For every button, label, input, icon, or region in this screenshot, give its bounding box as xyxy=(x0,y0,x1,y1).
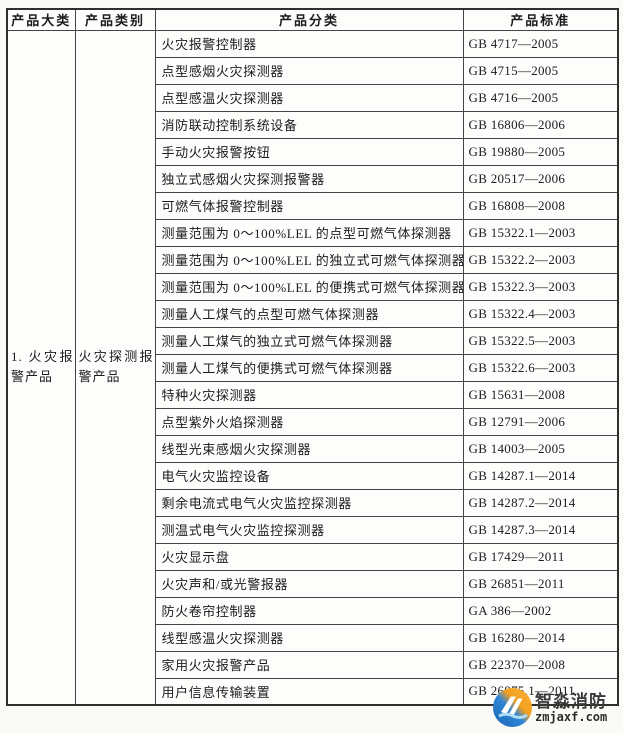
standard-cell: GB 17429—2011 xyxy=(462,542,619,571)
classification-cell: 防火卷帘控制器 xyxy=(154,596,464,625)
column-header: 产品大类 xyxy=(6,8,76,31)
classification-cell: 特种火灾探测器 xyxy=(154,380,464,409)
watermark-name: 智淼消防 xyxy=(535,691,607,711)
table-row: 火灾声和/或光警报器 GB 26851—2011 xyxy=(7,569,619,598)
table-row: 可燃气体报警控制器 GB 16808—2008 xyxy=(7,191,619,220)
classification-cell: 测量范围为 0～100%LEL 的独立式可燃气体探测器 xyxy=(154,245,464,274)
subcategory-cell: 火灾探测报警产品 xyxy=(74,29,156,706)
classification-cell: 线型感温火灾探测器 xyxy=(154,623,464,652)
classification-cell: 点型感烟火灾探测器 xyxy=(154,56,464,85)
table-row: 家用火灾报警产品 GB 22370—2008 xyxy=(7,650,619,679)
watermark: 智淼消防 zmjaxf.com xyxy=(492,687,607,728)
table-row: 消防联动控制系统设备 GB 16806—2006 xyxy=(7,110,619,139)
classification-cell: 可燃气体报警控制器 xyxy=(154,191,464,220)
classification-cell: 火灾声和/或光警报器 xyxy=(154,569,464,598)
classification-cell: 点型感温火灾探测器 xyxy=(154,83,464,112)
table-row: 测量人工煤气的独立式可燃气体探测器 GB 15322.5—2003 xyxy=(7,326,619,355)
table-row: 手动火灾报警按钮 GB 19880—2005 xyxy=(7,137,619,166)
classification-cell: 测量人工煤气的点型可燃气体探测器 xyxy=(154,299,464,328)
standard-cell: GB 14287.3—2014 xyxy=(462,515,619,544)
standard-cell: GB 15322.5—2003 xyxy=(462,326,619,355)
standard-cell: GB 15322.2—2003 xyxy=(462,245,619,274)
classification-cell: 家用火灾报警产品 xyxy=(154,650,464,679)
zmjaxf-logo-icon xyxy=(493,688,532,727)
classification-cell: 测温式电气火灾监控探测器 xyxy=(154,515,464,544)
table-row: 用户信息传输装置 GB 26875.1—2011 xyxy=(7,677,619,706)
table-row: 测量人工煤气的点型可燃气体探测器 GB 15322.4—2003 xyxy=(7,299,619,328)
product-table-body: 1. 火灾报警产品 火灾探测报警产品 火灾报警控制器 GB 4717—2005 点型感烟… xyxy=(6,29,619,706)
classification-cell: 测量人工煤气的便携式可燃气体探测器 xyxy=(154,353,464,382)
table-header-row: 产品大类 产品类别 产品分类 产品标准 xyxy=(6,8,619,31)
table-row: 剩余电流式电气火灾监控探测器 GB 14287.2—2014 xyxy=(7,488,619,517)
classification-cell: 独立式感烟火灾探测报警器 xyxy=(154,164,464,193)
standard-cell: GB 14287.1—2014 xyxy=(462,461,619,490)
category-cell: 1. 火灾报警产品 xyxy=(6,29,76,706)
product-standards-table: 产品大类 产品类别 产品分类 产品标准 1. 火灾报警产品 火灾探测报警产品 火灾报警控制… xyxy=(6,8,619,706)
standard-cell: GB 4717—2005 xyxy=(462,29,619,58)
standard-cell: GB 22370—2008 xyxy=(462,650,619,679)
standard-cell: GB 15322.3—2003 xyxy=(462,272,619,301)
standard-cell: GB 16808—2008 xyxy=(462,191,619,220)
standard-cell: GB 15322.4—2003 xyxy=(462,299,619,328)
table-row: 线型感温火灾探测器 GB 16280—2014 xyxy=(7,623,619,652)
table-row: 测量范围为 0～100%LEL 的点型可燃气体探测器 GB 15322.1—200… xyxy=(7,218,619,247)
column-header: 产品分类 xyxy=(154,8,464,31)
classification-cell: 测量范围为 0～100%LEL 的点型可燃气体探测器 xyxy=(154,218,464,247)
standard-cell: GB 20517—2006 xyxy=(462,164,619,193)
standard-cell: GB 14287.2—2014 xyxy=(462,488,619,517)
standard-cell: GB 19880—2005 xyxy=(462,137,619,166)
watermark-domain: zmjaxf.com xyxy=(535,709,608,724)
standard-cell: GB 16280—2014 xyxy=(462,623,619,652)
standard-cell: GB 15322.6—2003 xyxy=(462,353,619,382)
table-row: 点型紫外火焰探测器 GB 12791—2006 xyxy=(7,407,619,436)
table-row: 1. 火灾报警产品 火灾探测报警产品 火灾报警控制器 GB 4717—2005 xyxy=(6,29,619,706)
standard-cell: GB 4716—2005 xyxy=(462,83,619,112)
classification-cell: 手动火灾报警按钮 xyxy=(154,137,464,166)
standard-cell: GB 12791—2006 xyxy=(462,407,619,436)
standard-cell: GA 386—2002 xyxy=(462,596,619,625)
table-row: 测量范围为 0～100%LEL 的便携式可燃气体探测器 GB 15322.3—20… xyxy=(7,272,619,301)
table-row: 独立式感烟火灾探测报警器 GB 20517—2006 xyxy=(7,164,619,193)
classification-cell: 火灾显示盘 xyxy=(154,542,464,571)
standard-cell: GB 26851—2011 xyxy=(462,569,619,598)
standard-cell: GB 4715—2005 xyxy=(462,56,619,85)
table-row: 测量人工煤气的便携式可燃气体探测器 GB 15322.6—2003 xyxy=(7,353,619,382)
classification-cell: 点型紫外火焰探测器 xyxy=(154,407,464,436)
classification-cell: 火灾报警控制器 xyxy=(154,29,464,58)
standard-cell: GB 14003—2005 xyxy=(462,434,619,463)
table-row: 电气火灾监控设备 GB 14287.1—2014 xyxy=(7,461,619,490)
table-row: 特种火灾探测器 GB 15631—2008 xyxy=(7,380,619,409)
table-row: 点型感烟火灾探测器 GB 4715—2005 xyxy=(7,56,619,85)
classification-cell: 线型光束感烟火灾探测器 xyxy=(154,434,464,463)
classification-cell: 用户信息传输装置 xyxy=(154,677,464,706)
column-header: 产品类别 xyxy=(74,8,156,31)
table-row: 测量范围为 0～100%LEL 的独立式可燃气体探测器 GB 15322.2—20… xyxy=(7,245,619,274)
column-header: 产品标准 xyxy=(462,8,619,31)
classification-cell: 消防联动控制系统设备 xyxy=(154,110,464,139)
classification-cell: 剩余电流式电气火灾监控探测器 xyxy=(154,488,464,517)
classification-cell: 电气火灾监控设备 xyxy=(154,461,464,490)
classification-cell: 测量范围为 0～100%LEL 的便携式可燃气体探测器 xyxy=(154,272,464,301)
table-row: 线型光束感烟火灾探测器 GB 14003—2005 xyxy=(7,434,619,463)
classification-cell: 测量人工煤气的独立式可燃气体探测器 xyxy=(154,326,464,355)
standard-cell: GB 15322.1—2003 xyxy=(462,218,619,247)
standard-cell: GB 16806—2006 xyxy=(462,110,619,139)
standard-cell: GB 15631—2008 xyxy=(462,380,619,409)
